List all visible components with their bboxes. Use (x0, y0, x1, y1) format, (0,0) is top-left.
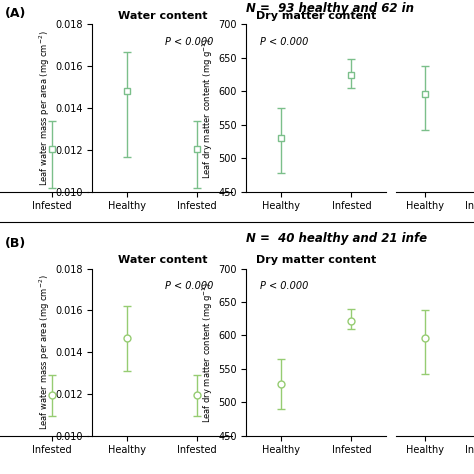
Y-axis label: Leaf water mass per area (mg cm$^{-2}$): Leaf water mass per area (mg cm$^{-2}$) (38, 30, 52, 186)
Text: (A): (A) (5, 7, 26, 20)
Title: Dry matter content: Dry matter content (256, 255, 376, 265)
Title: Water content: Water content (118, 11, 207, 21)
Text: P < 0.000: P < 0.000 (165, 281, 213, 291)
Text: N =  40 healthy and 21 infe: N = 40 healthy and 21 infe (246, 232, 428, 245)
Title: Dry matter content: Dry matter content (256, 11, 376, 21)
Y-axis label: Leaf dry matter content (mg g$^{-1}$): Leaf dry matter content (mg g$^{-1}$) (201, 282, 215, 423)
Title: Water content: Water content (118, 255, 207, 265)
Text: P < 0.000: P < 0.000 (261, 36, 309, 46)
Text: P < 0.000: P < 0.000 (165, 36, 213, 46)
Y-axis label: Leaf dry matter content (mg g$^{-1}$): Leaf dry matter content (mg g$^{-1}$) (201, 37, 215, 179)
Text: (B): (B) (5, 237, 26, 250)
Text: N =  93 healthy and 62 in: N = 93 healthy and 62 in (246, 2, 414, 15)
Y-axis label: Leaf water mass per area (mg cm$^{-2}$): Leaf water mass per area (mg cm$^{-2}$) (38, 274, 52, 430)
Text: P < 0.000: P < 0.000 (261, 281, 309, 291)
